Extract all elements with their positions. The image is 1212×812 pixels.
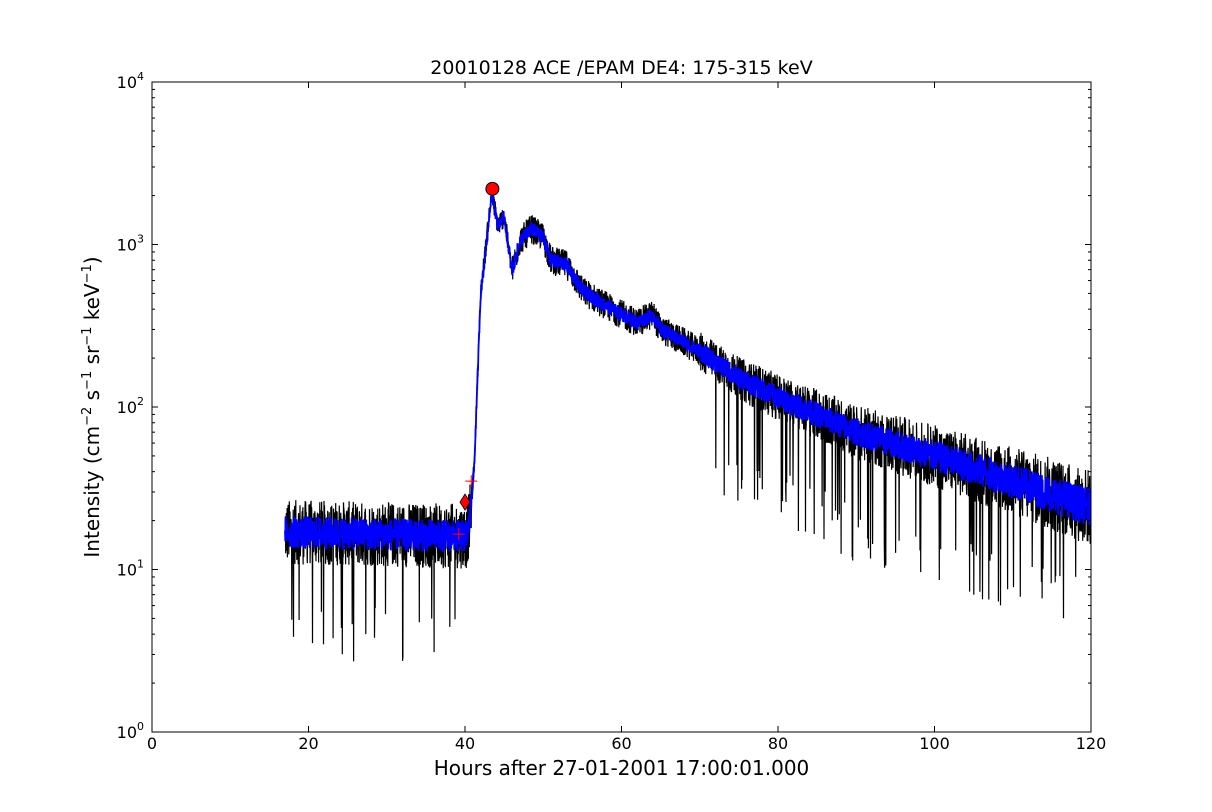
y-axis-label: Intensity (cm−2 s−1 sr−1 keV−1) [80,256,104,557]
chart-title: 20010128 ACE /EPAM DE4: 175-315 keV [430,57,812,79]
x-tick-label: 100 [919,734,950,753]
series-smoothed [284,189,1091,553]
x-tick-label: 40 [455,734,475,753]
marker-diamond-1 [459,493,471,511]
x-tick-label: 80 [768,734,788,753]
y-tick-label: 104 [117,70,144,92]
marker-plus-3 [465,475,478,488]
y-tick-label: 101 [117,558,144,580]
plot-area [284,185,1091,662]
x-tick-label: 20 [298,734,318,753]
y-tick-label: 103 [117,233,144,255]
x-tick-label: 0 [147,734,157,753]
ticks: 0 20 40 60 80 100 120 100 101 102 103 104 [117,70,1107,753]
y-tick-label: 100 [117,720,144,742]
series-line-smoothed [284,189,1091,553]
y-tick-label: 102 [117,395,144,417]
x-tick-label: 120 [1076,734,1107,753]
x-tick-label: 60 [611,734,631,753]
marker-circle-0 [485,181,500,196]
x-axis-label: Hours after 27-01-2001 17:00:01.000 [434,756,810,780]
marker-plus-2 [452,528,465,541]
